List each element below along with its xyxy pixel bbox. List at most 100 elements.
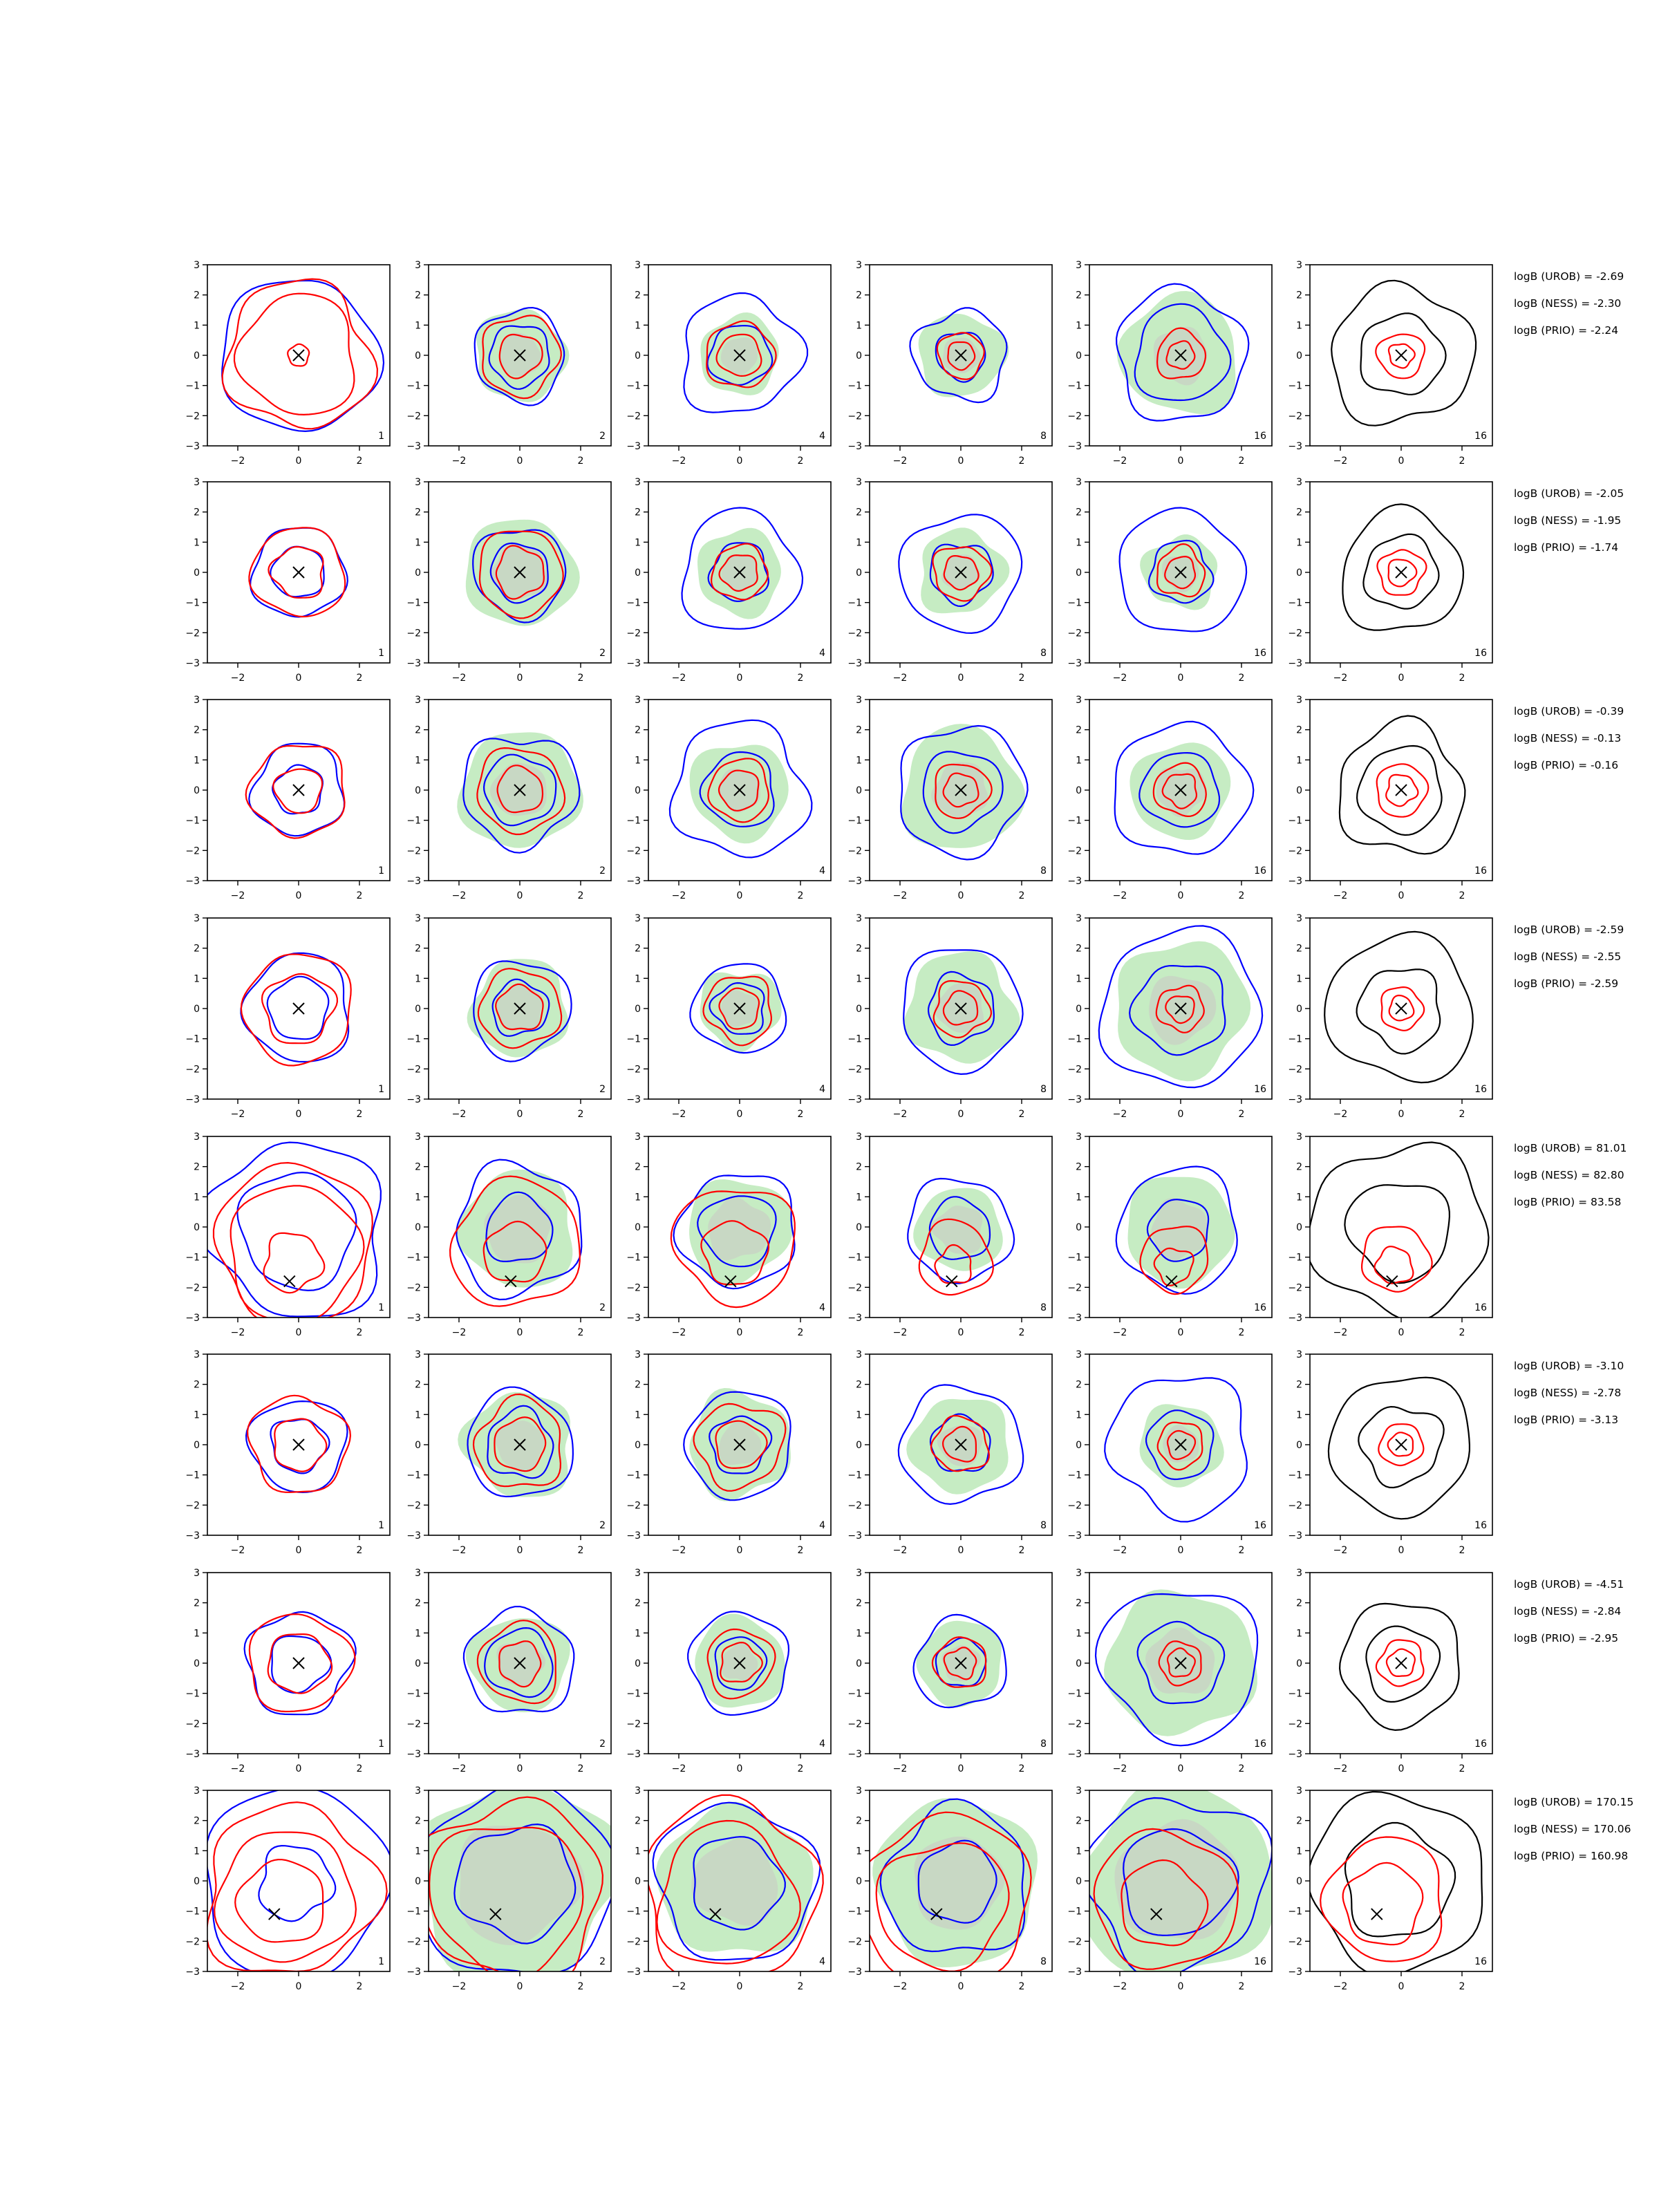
blue-contour-2 xyxy=(236,1171,357,1292)
x-tick-label: 0 xyxy=(1398,673,1405,684)
panel-r6-c4: −3 −2 −1 0 1 2 3 −2 0 2 8 xyxy=(847,1349,1053,1556)
x-tick-label: −2 xyxy=(1333,1545,1348,1556)
y-tick-label: −1 xyxy=(185,1034,200,1045)
y-tick-label: −3 xyxy=(406,658,421,669)
panel-contours xyxy=(687,1611,790,1716)
panel-r4-c1: −3 −2 −1 0 1 2 3 −2 0 2 1 xyxy=(185,913,391,1120)
x-tick-label: −2 xyxy=(893,1981,908,1992)
y-tick-label: 0 xyxy=(635,785,641,796)
y-tick-label: 1 xyxy=(1076,1846,1082,1857)
x-tick-label: 0 xyxy=(958,1545,964,1556)
y-tick-label: −2 xyxy=(185,1282,200,1293)
y-tick-label: −1 xyxy=(847,816,862,827)
filled-contour-2 xyxy=(708,1197,771,1261)
x-tick-label: 0 xyxy=(296,673,302,684)
y-tick-label: 1 xyxy=(415,1846,421,1857)
x-tick-label: 2 xyxy=(1019,1981,1025,1992)
x-tick-label: 0 xyxy=(737,1327,743,1338)
y-tick-label: 1 xyxy=(1076,537,1082,548)
panel-corner-label: 16 xyxy=(1254,431,1266,442)
panel-corner-label: 2 xyxy=(599,865,606,877)
y-tick-label: 2 xyxy=(856,1162,862,1173)
truth-marker xyxy=(733,1002,746,1015)
red-contour-1 xyxy=(212,1161,373,1318)
x-tick-label: 2 xyxy=(578,673,584,684)
filled-contour-2 xyxy=(1156,767,1207,818)
logB-annotation: logB (NESS) = -2.78 xyxy=(1514,1387,1621,1399)
x-tick-label: 2 xyxy=(1239,1763,1245,1774)
y-tick-label: 3 xyxy=(415,913,421,924)
panel-contours xyxy=(912,1613,1007,1709)
y-tick-label: 0 xyxy=(194,1440,200,1451)
black-contour-1 xyxy=(1338,1602,1460,1732)
y-tick-label: 1 xyxy=(194,1628,200,1639)
panel-corner-label: 1 xyxy=(378,648,384,659)
y-tick-label: 1 xyxy=(1076,973,1082,984)
truth-marker xyxy=(1395,349,1407,362)
blue-contour-2 xyxy=(1145,1409,1215,1481)
y-tick-label: −3 xyxy=(406,1094,421,1105)
panel-r7-c2: −3 −2 −1 0 1 2 3 −2 0 2 2 xyxy=(406,1568,612,1774)
panel-contours xyxy=(248,527,348,618)
y-tick-label: 3 xyxy=(415,1568,421,1579)
truth-marker xyxy=(514,566,526,579)
blue-contour-1 xyxy=(1094,1593,1259,1747)
red-contour-2 xyxy=(715,1420,768,1469)
blue-contour-1 xyxy=(240,952,350,1063)
x-tick-label: −2 xyxy=(1333,1763,1348,1774)
y-tick-label: 0 xyxy=(856,568,862,579)
blue-contour-1 xyxy=(897,1384,1024,1506)
red-contour-2 xyxy=(498,333,543,379)
y-tick-label: 1 xyxy=(1076,1409,1082,1421)
panel-corner-label: 4 xyxy=(819,1738,825,1750)
x-tick-label: 0 xyxy=(1398,1109,1405,1120)
y-tick-label: 3 xyxy=(1296,1785,1302,1797)
row-annotations-8: logB (UROB) = 170.15 logB (NESS) = 170.06… xyxy=(1514,1796,1633,1862)
y-tick-label: −1 xyxy=(626,1253,641,1264)
y-tick-label: 2 xyxy=(415,1162,421,1173)
filled-contour-2 xyxy=(914,1836,1005,1930)
red-contour-1 xyxy=(482,315,562,400)
logB-annotation: logB (UROB) = -3.10 xyxy=(1514,1360,1624,1372)
truth-marker xyxy=(733,1438,746,1451)
y-tick-label: 2 xyxy=(415,944,421,955)
x-tick-label: 0 xyxy=(1178,1327,1184,1338)
blue-contour-1 xyxy=(898,514,1023,635)
row-annotations-3: logB (UROB) = -0.39 logB (NESS) = -0.13 lo… xyxy=(1514,705,1624,771)
x-tick-label: 0 xyxy=(958,1327,964,1338)
x-tick-label: 2 xyxy=(798,456,804,467)
y-tick-label: 3 xyxy=(856,1349,862,1360)
panel-r2-c5: −3 −2 −1 0 1 2 3 −2 0 2 16 xyxy=(1067,477,1273,684)
x-tick-label: −2 xyxy=(1333,673,1348,684)
y-tick-label: 2 xyxy=(415,1380,421,1391)
panel-r6-c1: −3 −2 −1 0 1 2 3 −2 0 2 1 xyxy=(185,1349,391,1556)
x-tick-label: −2 xyxy=(452,1545,467,1556)
truth-marker xyxy=(1395,1438,1407,1451)
y-tick-label: −1 xyxy=(1288,598,1302,609)
y-tick-label: 1 xyxy=(415,537,421,548)
panel-r6-c5: −3 −2 −1 0 1 2 3 −2 0 2 16 xyxy=(1067,1349,1273,1556)
y-tick-label: 3 xyxy=(1076,1568,1082,1579)
y-tick-label: 1 xyxy=(415,755,421,766)
y-tick-label: 1 xyxy=(194,1846,200,1857)
x-tick-label: 2 xyxy=(1019,1109,1025,1120)
blue-contour-1 xyxy=(429,1790,611,1971)
y-tick-label: −1 xyxy=(626,1689,641,1700)
logB-annotation: logB (NESS) = -1.95 xyxy=(1514,514,1621,527)
y-tick-label: −1 xyxy=(1067,1906,1082,1918)
panel-contours xyxy=(898,514,1023,635)
y-tick-label: −2 xyxy=(847,1718,862,1730)
truth-marker xyxy=(505,1275,517,1288)
red-contour-1 xyxy=(1156,1421,1203,1471)
x-tick-label: 2 xyxy=(1459,1981,1465,1992)
x-tick-label: 2 xyxy=(1459,1327,1465,1338)
x-tick-label: 0 xyxy=(1178,456,1184,467)
panel-r2-c6: −3 −2 −1 0 1 2 3 −2 0 2 16 xyxy=(1288,477,1493,684)
y-tick-label: −1 xyxy=(406,598,421,609)
y-tick-label: −2 xyxy=(626,411,641,422)
y-tick-label: −3 xyxy=(406,1749,421,1760)
red-contour-2 xyxy=(943,1647,977,1680)
blue-contour-1 xyxy=(1115,1165,1238,1295)
blue-contour-1 xyxy=(673,1174,796,1290)
y-tick-label: −2 xyxy=(626,1064,641,1075)
